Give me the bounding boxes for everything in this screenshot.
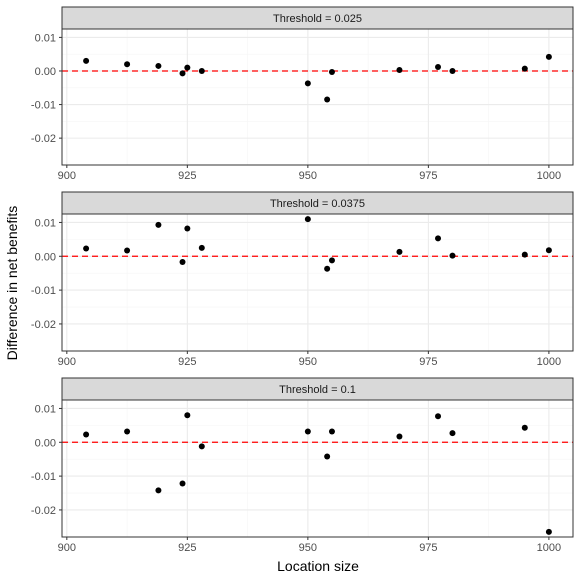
data-point [124, 61, 131, 68]
y-tick-label: -0.02 [31, 319, 56, 331]
data-point [155, 221, 162, 228]
y-tick-label: 0.00 [35, 437, 56, 449]
x-tick-label: 950 [299, 542, 317, 554]
x-tick-label: 900 [58, 542, 76, 554]
y-tick-label: -0.01 [31, 471, 56, 483]
data-point [304, 80, 311, 87]
y-tick-label: -0.01 [31, 100, 56, 112]
panel-border [61, 399, 574, 538]
chart-panels: Threshold = 0.025 0.01 0.00 -0.01 -0.02 900 92… [31, 6, 574, 554]
x-tick-label: 925 [178, 356, 196, 368]
data-point [155, 62, 162, 69]
x-tick-label: 975 [419, 542, 437, 554]
data-point [184, 64, 191, 71]
data-point [435, 413, 442, 420]
y-tick-label: -0.02 [31, 505, 56, 517]
y-tick-label: 0.00 [35, 251, 56, 263]
data-point [545, 53, 552, 60]
data-point [304, 428, 311, 435]
strip-title: Threshold = 0.025 [273, 13, 362, 25]
y-tick-label: -0.02 [31, 133, 56, 145]
x-tick-label: 975 [419, 170, 437, 182]
x-tick-label: 975 [419, 356, 437, 368]
panel-1: Threshold = 0.025 0.01 0.00 -0.01 -0.02 900 92… [31, 6, 574, 182]
data-point [396, 66, 403, 73]
data-point [328, 257, 335, 264]
data-point [124, 428, 131, 435]
data-point [155, 487, 162, 494]
panel-background [62, 214, 573, 351]
data-point [83, 431, 90, 438]
data-point [545, 528, 552, 535]
panel-background [62, 29, 573, 165]
x-tick-label: 1000 [537, 356, 561, 368]
x-tick-label: 1000 [537, 542, 561, 554]
x-tick-label: 925 [178, 542, 196, 554]
x-tick-label: 900 [58, 356, 76, 368]
y-axis-title: Difference in net benefits [4, 206, 20, 361]
y-tick-label: 0.01 [35, 403, 56, 415]
data-point [179, 70, 186, 77]
data-point [328, 428, 335, 435]
data-point [198, 67, 205, 74]
data-point [521, 65, 528, 72]
data-point [449, 430, 456, 437]
strip-title: Threshold = 0.1 [279, 384, 356, 396]
data-point [198, 244, 205, 251]
y-tick-label: 0.00 [35, 66, 56, 78]
x-tick-label: 900 [58, 170, 76, 182]
data-point [304, 216, 311, 223]
y-tick-label: 0.01 [35, 217, 56, 229]
data-point [179, 259, 186, 266]
data-point [545, 247, 552, 254]
data-point [449, 252, 456, 259]
data-point [396, 433, 403, 440]
data-point [184, 412, 191, 419]
data-point [324, 96, 331, 103]
x-tick-label: 950 [299, 170, 317, 182]
data-point [435, 63, 442, 70]
data-point [83, 245, 90, 252]
panel-border [61, 213, 574, 352]
panel-background [62, 400, 573, 537]
data-point [328, 68, 335, 75]
x-axis-title: Location size [277, 558, 359, 574]
data-point [124, 247, 131, 254]
data-point [179, 480, 186, 487]
data-point [521, 424, 528, 431]
data-point [198, 443, 205, 450]
data-point [435, 235, 442, 242]
data-point [449, 67, 456, 74]
data-point [324, 453, 331, 460]
panel-3: Threshold = 0.1 0.01 0.00 -0.01 -0.02 900 925 9… [31, 377, 574, 554]
data-point [83, 57, 90, 64]
data-point [521, 251, 528, 258]
x-tick-label: 950 [299, 356, 317, 368]
panel-2: Threshold = 0.0375 0.01 0.00 -0.01 -0.02 900 9… [31, 191, 574, 368]
data-point [184, 225, 191, 232]
y-tick-label: -0.01 [31, 285, 56, 297]
strip-title: Threshold = 0.0375 [270, 198, 365, 210]
data-point [396, 248, 403, 255]
x-tick-label: 925 [178, 170, 196, 182]
data-point [324, 265, 331, 272]
panel-border [61, 28, 574, 166]
y-tick-label: 0.01 [35, 32, 56, 44]
x-tick-label: 1000 [537, 170, 561, 182]
